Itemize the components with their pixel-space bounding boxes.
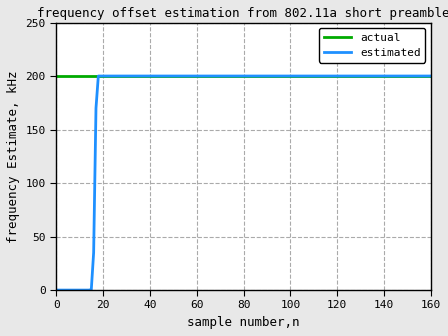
X-axis label: sample number,n: sample number,n [187, 316, 300, 329]
estimated [367, 74, 373, 78]
Y-axis label: frequency Estimate, kHz: frequency Estimate, kHz [7, 70, 20, 243]
estimated [386, 74, 392, 78]
Line: estimated: estimated [56, 76, 431, 290]
Title: frequency offset estimation from 802.11a short preamble: frequency offset estimation from 802.11a… [37, 7, 448, 20]
estimated [412, 74, 417, 78]
Legend: actual, estimated: actual, estimated [319, 28, 425, 62]
estimated [180, 74, 185, 78]
estimated [159, 74, 164, 78]
estimated [95, 74, 101, 78]
estimated [428, 74, 434, 78]
estimated [194, 74, 199, 78]
estimated [53, 288, 59, 292]
